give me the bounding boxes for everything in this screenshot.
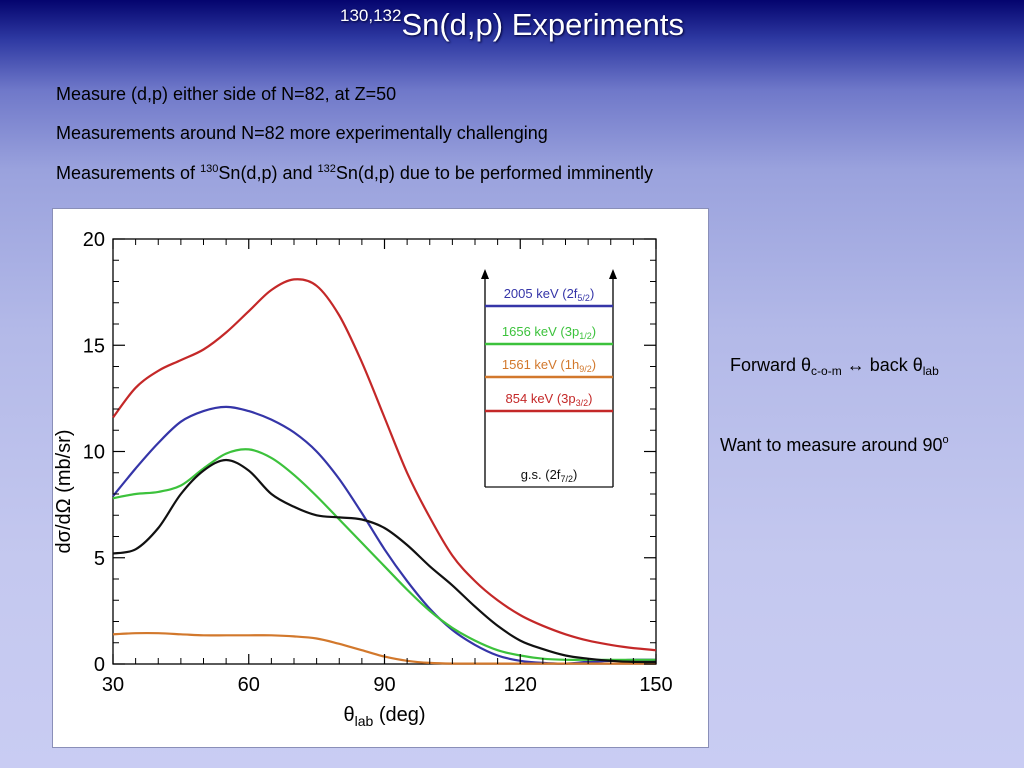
plot-panel: 2005 keV (2f5/2) 1656 keV (3p1/2) 1561 keV… (52, 208, 709, 748)
legend-right-arrow-head (609, 269, 617, 279)
legend-label-1: 1656 keV (3p1/2) (502, 324, 596, 341)
measure-90-degree-sup: o (942, 434, 949, 446)
series-line-4 (112, 458, 657, 664)
y-axis-label: dσ/dΩ (mb/sr) (53, 430, 75, 554)
series-line-0 (112, 278, 657, 652)
bullet-3: Measurements of 130Sn(d,p) and 132Sn(d,p… (56, 163, 653, 184)
legend-label-0: 2005 keV (2f5/2) (504, 286, 595, 303)
legend-label-3: 854 keV (3p3/2) (506, 391, 593, 408)
measure-90-text: Want to measure around 90 (720, 435, 943, 455)
bullet-3-sup-130: 130 (200, 163, 219, 175)
y-tick-label-0: 0 (94, 654, 105, 676)
legend-left-arrow-head (481, 269, 489, 279)
forward-back-sub-com: c-o-m (811, 364, 842, 378)
axis-labels: 30 60 90 120 150 0 5 10 15 20 θlab (deg) dσ/dΩ (mb/… (53, 229, 673, 729)
series-line-1 (112, 405, 657, 665)
forward-back-note: Forward θc-o-m ↔ back θlab (730, 355, 939, 378)
forward-back-sub-lab: lab (922, 364, 939, 378)
bullet-3-post: Sn(d,p) due to be performed imminently (335, 163, 653, 183)
y-tick-label-4: 20 (83, 229, 105, 251)
plot-area (112, 238, 657, 665)
forward-back-mid: ↔ back θ (841, 355, 923, 375)
legend-label-2: 1561 keV (1h9/2) (502, 357, 596, 374)
title-text: Sn(d,p) Experiments (401, 7, 684, 42)
bullet-2: Measurements around N=82 more experiment… (56, 123, 548, 143)
x-tick-label-4: 150 (639, 674, 672, 696)
bullet-1: Measure (d,p) either side of N=82, at Z=… (56, 84, 397, 104)
title-superscript: 130,132 (339, 6, 402, 25)
x-tick-label-2: 90 (373, 674, 395, 696)
bullet-3-sup-132: 132 (317, 163, 336, 175)
bullet-3-mid: Sn(d,p) and (218, 163, 318, 183)
legend: 2005 keV (2f5/2) 1656 keV (3p1/2) 1561 keV… (481, 269, 617, 488)
x-axis-label: θlab (deg) (343, 704, 425, 729)
slide-title: 130,132Sn(d,p) Experiments (0, 6, 1024, 43)
x-tick-label-3: 120 (504, 674, 537, 696)
x-tick-label-0: 30 (102, 674, 124, 696)
axes-group (112, 238, 657, 665)
cross-section-chart: 2005 keV (2f5/2) 1656 keV (3p1/2) 1561 keV… (53, 229, 673, 729)
plot-frame (112, 238, 657, 665)
measure-90-note: Want to measure around 90o (720, 434, 949, 456)
y-tick-label-1: 5 (94, 548, 105, 570)
bullet-3-pre: Measurements of (56, 163, 201, 183)
legend-label-4: g.s. (2f7/2) (521, 467, 578, 484)
y-tick-label-2: 10 (83, 442, 105, 464)
x-tick-label-1: 60 (238, 674, 260, 696)
y-tick-label-3: 15 (83, 335, 105, 357)
forward-back-pre: Forward θ (730, 355, 812, 375)
